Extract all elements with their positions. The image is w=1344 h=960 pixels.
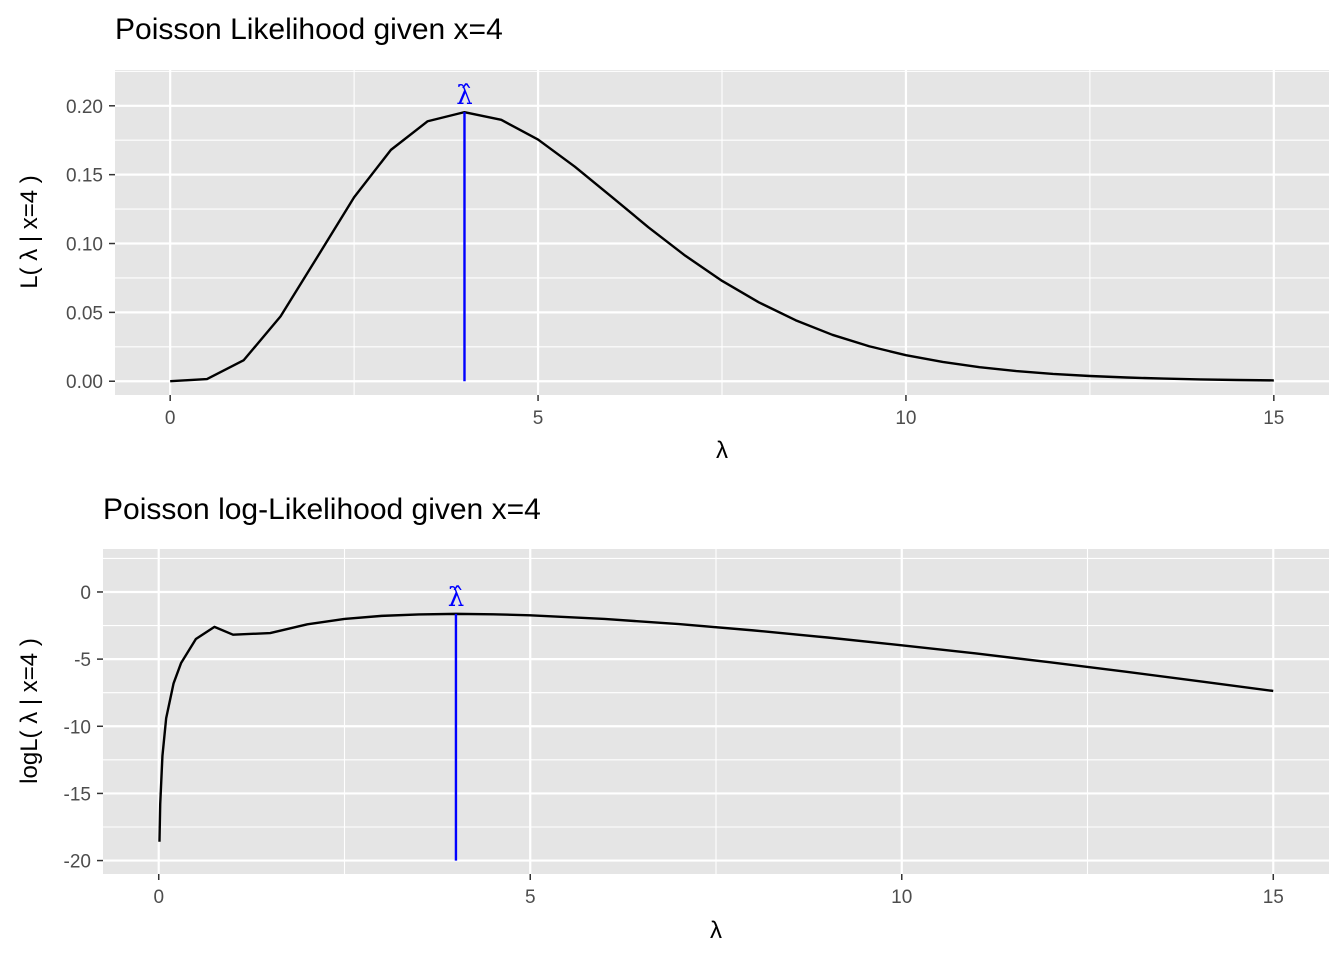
log-likelihood-x-tick-label: 10 [891, 887, 912, 908]
log-likelihood-x-tick-label: 5 [525, 887, 536, 908]
likelihood-x-tick-label: 10 [895, 408, 916, 429]
log-likelihood-mle-label: λ̂ [448, 583, 464, 613]
log-likelihood-x-axis-title: λ [710, 917, 722, 944]
log-likelihood-chart-title: Poisson log-Likelihood given x=4 [103, 493, 541, 526]
log-likelihood-y-tick-label: -10 [64, 717, 91, 738]
likelihood-mle-label: λ̂ [456, 81, 472, 111]
likelihood-y-tick-label: 0.00 [66, 372, 103, 393]
likelihood-axis-ticks: 0 5 10 15 0.00 0.05 0.10 0.15 0.20 [66, 97, 1284, 429]
likelihood-y-tick-label: 0.05 [66, 303, 103, 324]
log-likelihood-curve [158, 612, 1274, 842]
log-likelihood-y-axis-title: logL( λ | x=4 ) [16, 638, 43, 784]
likelihood-curve [170, 110, 1274, 383]
log-likelihood-y-tick-label: 0 [80, 583, 91, 604]
likelihood-chart-title: Poisson Likelihood given x=4 [115, 13, 503, 46]
likelihood-y-tick-label: 0.10 [66, 235, 103, 256]
log-likelihood-x-tick-label: 15 [1263, 887, 1284, 908]
likelihood-x-tick-label: 15 [1263, 408, 1284, 429]
log-likelihood-axis-ticks: 0 5 10 15 -20 -15 -10 -5 0 [64, 583, 1284, 908]
log-likelihood-y-tick-label: -5 [74, 650, 91, 671]
log-likelihood-x-tick-label: 0 [153, 887, 164, 908]
likelihood-y-tick-label: 0.15 [66, 166, 103, 187]
likelihood-x-tick-label: 0 [165, 408, 176, 429]
log-likelihood-y-tick-label: -15 [64, 784, 91, 805]
log-likelihood-y-tick-label: -20 [64, 852, 91, 873]
likelihood-y-axis-title: L( λ | x=4 ) [16, 175, 43, 289]
likelihood-y-tick-label: 0.20 [66, 97, 103, 118]
log-likelihood-gridlines [103, 549, 1329, 874]
likelihood-x-tick-label: 5 [533, 408, 544, 429]
likelihood-gridlines [115, 70, 1329, 395]
likelihood-x-axis-title: λ [716, 437, 728, 464]
likelihood-chart: Poisson Likelihood given x=4 λ̂ 0 5 10 15 0.… [16, 13, 1329, 464]
log-likelihood-chart: Poisson log-Likelihood given x=4 λ̂ 0 5 10… [16, 493, 1329, 944]
